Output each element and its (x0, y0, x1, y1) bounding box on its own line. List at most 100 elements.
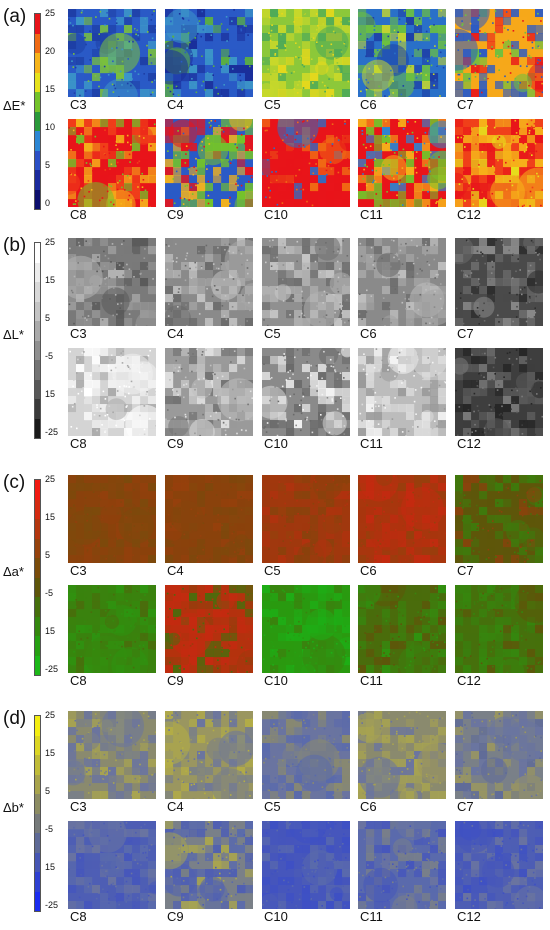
map-cell (124, 254, 133, 263)
map-speckle (374, 367, 376, 369)
map-cell (398, 420, 407, 429)
map-speckle (96, 260, 98, 262)
map-cell (463, 286, 472, 295)
map-speckle (444, 408, 446, 410)
map-cell (302, 475, 311, 484)
map-cell (422, 380, 431, 389)
map-cell (503, 159, 512, 168)
map-speckle (402, 204, 404, 206)
map-speckle (121, 84, 123, 86)
map-cell (511, 159, 520, 168)
map-speckle (207, 137, 209, 139)
map-speckle (82, 352, 84, 354)
map-speckle (96, 320, 98, 322)
map-cell (262, 25, 271, 34)
map-cell (535, 294, 543, 303)
map-speckle (249, 424, 251, 426)
map-speckle (527, 159, 529, 161)
sample-tile (358, 348, 446, 436)
map-cell (406, 246, 415, 255)
map-cell (366, 246, 375, 255)
map-speckle (384, 407, 386, 409)
map-speckle (375, 401, 377, 403)
map-cell (68, 302, 77, 311)
map-cell (406, 167, 415, 176)
map-cell (278, 310, 287, 319)
map-speckle (82, 316, 84, 318)
map-speckle (484, 78, 486, 80)
map-speckle (112, 72, 114, 74)
map-speckle (286, 72, 288, 74)
map-cell (334, 127, 343, 136)
map-cell (342, 372, 350, 381)
map-speckle (312, 432, 314, 434)
map-cell (148, 25, 156, 34)
map-speckle (396, 195, 398, 197)
map-speckle (276, 257, 278, 259)
map-speckle (525, 32, 527, 34)
map-speckle (330, 161, 332, 163)
map-cell (245, 428, 253, 436)
map-speckle (173, 372, 175, 374)
map-cell (519, 404, 528, 413)
map-cell (76, 143, 85, 152)
map-speckle (183, 203, 185, 205)
map-cell (318, 499, 327, 508)
map-speckle (510, 96, 512, 97)
map-speckle (413, 375, 415, 377)
map-speckle (461, 137, 463, 139)
map-speckle (479, 315, 481, 317)
map-speckle (492, 193, 494, 195)
map-speckle (73, 379, 75, 381)
map-cell (84, 388, 93, 397)
map-speckle (414, 20, 416, 22)
map-cell (270, 65, 279, 74)
map-speckle (155, 75, 156, 77)
map-speckle (522, 433, 524, 435)
map-speckle (475, 65, 477, 67)
map-cell (471, 364, 480, 373)
map-speckle (96, 407, 98, 409)
map-speckle (312, 205, 314, 207)
map-speckle (365, 147, 367, 149)
map-cell (358, 412, 367, 421)
map-cell (310, 151, 319, 160)
map-speckle (72, 406, 74, 408)
map-cell (197, 57, 206, 66)
map-cell (358, 191, 367, 200)
map-cell (382, 143, 391, 152)
map-cell (302, 483, 311, 492)
map-speckle (282, 279, 284, 281)
map-cell (92, 119, 101, 128)
map-cell (229, 41, 238, 50)
map-speckle (441, 56, 443, 58)
map-cell (165, 555, 174, 563)
map-speckle (506, 189, 508, 191)
map-speckle (206, 245, 208, 247)
map-cell (229, 73, 238, 82)
map-cell (100, 475, 109, 484)
map-speckle (245, 25, 247, 27)
map-speckle (282, 139, 284, 141)
map-speckle (308, 354, 310, 356)
map-speckle (129, 195, 131, 197)
map-speckle (100, 11, 102, 13)
map-speckle (428, 432, 430, 434)
map-speckle (366, 166, 368, 168)
map-speckle (293, 71, 295, 73)
map-cell (503, 9, 512, 18)
map-speckle (175, 367, 177, 369)
map-cell (76, 420, 85, 429)
map-cell (165, 159, 174, 168)
map-cell (148, 49, 156, 58)
map-cell (294, 364, 303, 373)
map-speckle (475, 430, 477, 432)
map-speckle (241, 429, 243, 431)
map-cell (438, 262, 446, 271)
map-speckle (338, 291, 340, 293)
map-speckle (112, 84, 114, 86)
map-speckle (534, 291, 536, 293)
map-speckle (429, 171, 431, 173)
map-speckle (424, 143, 426, 145)
sample-map (358, 9, 446, 97)
